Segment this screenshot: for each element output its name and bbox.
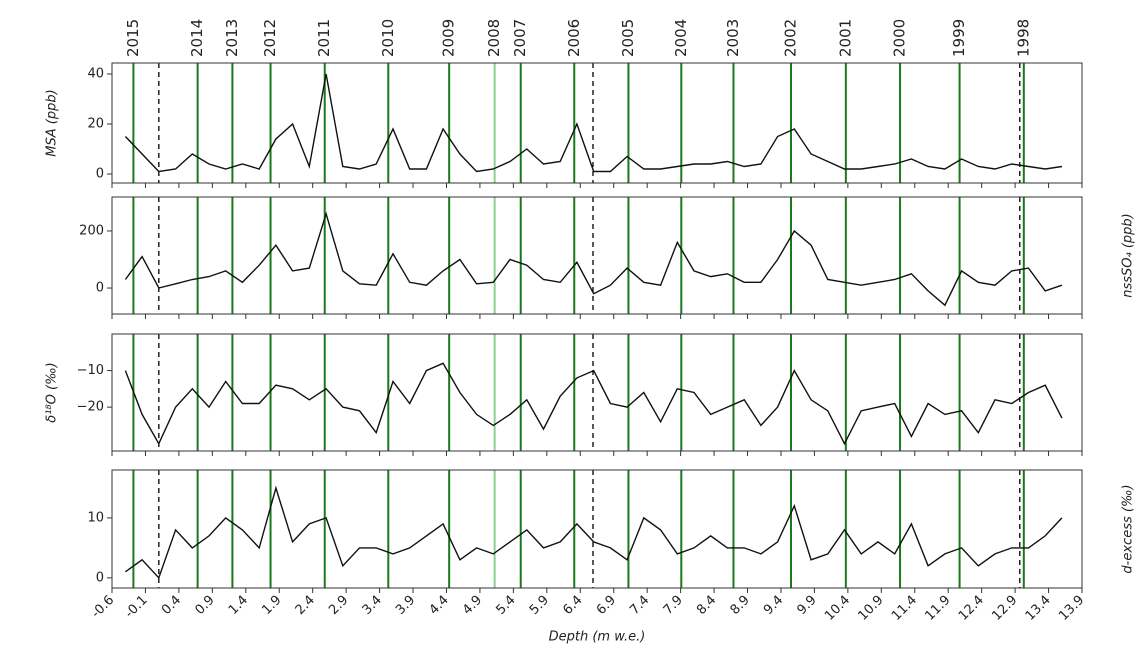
year-label: 2008 xyxy=(485,19,503,57)
x-tick-label: 3.9 xyxy=(393,593,418,618)
x-tick-label: 1.9 xyxy=(259,593,284,618)
x-tick-label: 2.9 xyxy=(326,593,351,618)
y-tick-label: 0 xyxy=(96,570,104,585)
x-tick-label: 5.4 xyxy=(493,593,518,618)
y-tick-label: −20 xyxy=(77,400,104,415)
x-tick-label: 8.9 xyxy=(728,593,753,618)
x-tick-label: -0.6 xyxy=(89,593,118,622)
x-tick-label: 0.9 xyxy=(192,593,217,618)
x-tick-label: 13.4 xyxy=(1023,593,1054,624)
y-tick-label: 40 xyxy=(87,67,104,82)
year-label: 2000 xyxy=(891,19,909,57)
year-label: 2006 xyxy=(565,19,583,57)
year-label: 2009 xyxy=(440,19,458,57)
x-tick-label: 9.9 xyxy=(794,593,819,618)
panel-frame xyxy=(111,469,1083,589)
x-tick-label: 12.9 xyxy=(989,593,1020,624)
x-tick-label: 6.4 xyxy=(560,593,585,618)
year-label: 2012 xyxy=(261,19,279,57)
y-tick-label: 20 xyxy=(87,117,104,132)
year-label: 2013 xyxy=(223,19,241,57)
year-label: 2005 xyxy=(619,19,637,57)
x-tick-label: 2.4 xyxy=(293,593,318,618)
x-tick-label: 4.9 xyxy=(460,593,485,618)
year-label: 2015 xyxy=(124,19,142,57)
panel-frame xyxy=(111,62,1083,184)
y-axis-label: MSA (ppb) xyxy=(45,89,60,156)
year-label: 2001 xyxy=(836,19,854,57)
panel-frame xyxy=(111,196,1083,315)
x-tick-label: 1.4 xyxy=(226,593,251,618)
x-tick-label: 8.4 xyxy=(694,593,719,618)
year-label: 2011 xyxy=(315,19,333,57)
data-line xyxy=(124,362,1063,446)
x-tick-label: 4.4 xyxy=(427,593,452,618)
year-label: 1998 xyxy=(1014,19,1032,57)
x-tick-label: 12.4 xyxy=(956,593,987,624)
x-tick-label: 10.4 xyxy=(822,593,853,624)
y-axis-label: d-excess (‰) xyxy=(1121,484,1136,573)
x-tick-label: 5.9 xyxy=(527,593,552,618)
x-tick-label: 7.9 xyxy=(661,593,686,618)
y-tick-label: 0 xyxy=(96,167,104,182)
year-label: 2014 xyxy=(188,19,206,57)
y-tick-label: 200 xyxy=(79,223,104,238)
data-line xyxy=(124,211,1063,307)
x-tick-label: 11.4 xyxy=(889,593,920,624)
year-label: 2007 xyxy=(511,19,529,57)
x-tick-label: 13.9 xyxy=(1056,593,1087,624)
y-tick-label: 10 xyxy=(87,510,104,525)
y-axis-label: nssSO₄ (ppb) xyxy=(1121,213,1136,298)
year-label: 2002 xyxy=(782,19,800,57)
data-line xyxy=(124,485,1063,580)
x-tick-label: 10.9 xyxy=(856,593,887,624)
year-label: 1999 xyxy=(950,19,968,57)
x-tick-label: 11.9 xyxy=(922,593,953,624)
y-axis-label: δ¹⁸O (‰) xyxy=(45,362,60,422)
x-tick-label: 3.4 xyxy=(360,593,385,618)
y-tick-label: 0 xyxy=(96,281,104,296)
data-line xyxy=(124,73,1063,173)
year-label: 2004 xyxy=(672,19,690,57)
panel-frame xyxy=(111,333,1083,452)
x-tick-label: 9.4 xyxy=(761,593,786,618)
year-label: 2010 xyxy=(379,19,397,57)
x-tick-label: 7.4 xyxy=(627,593,652,618)
x-tick-label: -0.1 xyxy=(122,593,151,622)
x-tick-label: 6.9 xyxy=(594,593,619,618)
x-axis-label: Depth (m w.e.) xyxy=(549,630,646,645)
y-tick-label: −10 xyxy=(77,363,104,378)
x-tick-label: 0.4 xyxy=(159,593,184,618)
year-label: 2003 xyxy=(724,19,742,57)
